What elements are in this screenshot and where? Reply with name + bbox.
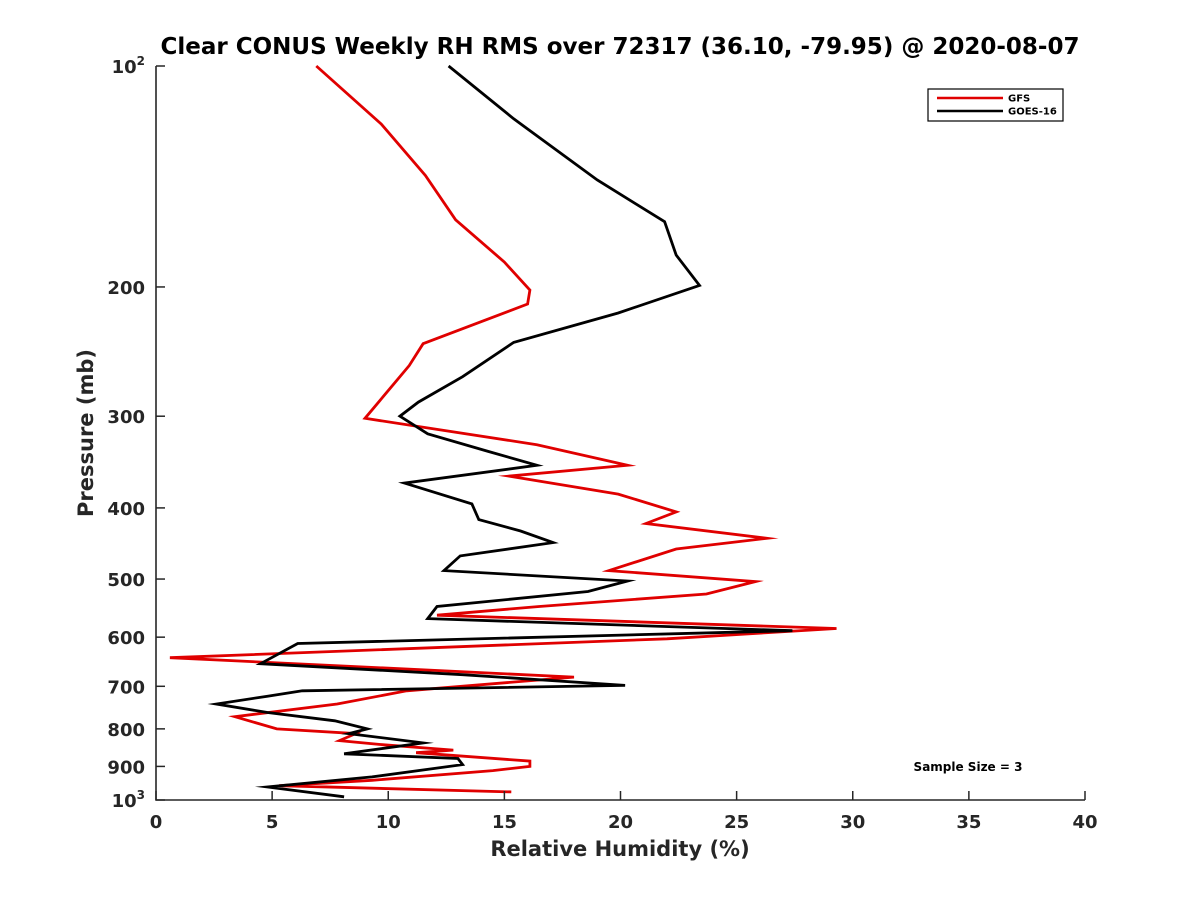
legend-box xyxy=(927,88,1064,122)
y-tick-label: 600 xyxy=(107,628,145,649)
y-tick-label: 400 xyxy=(107,499,145,520)
y-axis-label: Pressure (mb) xyxy=(74,349,98,517)
series-layer xyxy=(169,64,837,799)
y-tick-label: 900 xyxy=(107,757,145,778)
y-tick-label: 200 xyxy=(107,278,145,299)
legend-label-goes-16: GOES-16 xyxy=(1008,107,1057,118)
sample-size-annotation: Sample Size = 3 xyxy=(914,760,1023,774)
x-axis-ticks: 0 5 10 15 20 25 30 35 40 xyxy=(150,791,1098,833)
series-line-goes-16 xyxy=(207,64,793,799)
x-tick-label: 15 xyxy=(492,812,517,833)
x-axis-label: Relative Humidity (%) xyxy=(490,837,749,861)
chart-title: Clear CONUS Weekly RH RMS over 72317 (36… xyxy=(161,34,1080,60)
x-tick-label: 35 xyxy=(956,812,981,833)
legend: GFS GOES-16 xyxy=(927,88,1064,122)
x-tick-label: 0 xyxy=(150,812,163,833)
x-tick-label: 20 xyxy=(608,812,633,833)
y-tick-label: 800 xyxy=(107,720,145,741)
x-tick-label: 5 xyxy=(266,812,279,833)
x-tick-label: 25 xyxy=(724,812,749,833)
y-tick-label: 700 xyxy=(107,677,145,698)
series-line-gfs xyxy=(169,64,837,794)
legend-label-gfs: GFS xyxy=(1008,94,1030,105)
y-tick-label: 300 xyxy=(107,407,145,428)
x-tick-label: 10 xyxy=(376,812,401,833)
x-tick-label: 40 xyxy=(1072,812,1097,833)
x-tick-label: 30 xyxy=(840,812,865,833)
y-tick-label: 500 xyxy=(107,570,145,591)
